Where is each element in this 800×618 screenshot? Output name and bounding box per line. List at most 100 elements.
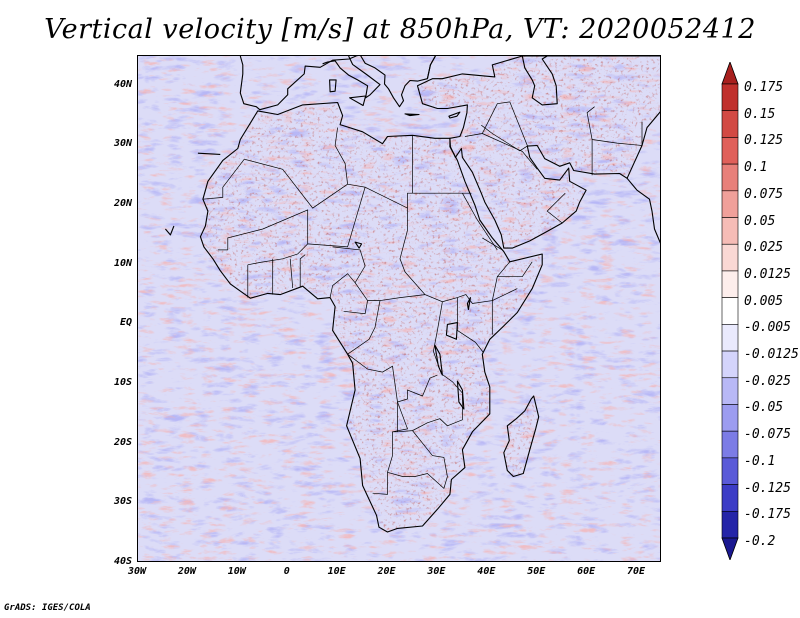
middle-east-coastline <box>416 56 660 249</box>
colorbar-tick-label: -0.0125 <box>744 347 799 363</box>
colorbar-tick-label: 0.05 <box>744 213 776 229</box>
colorbar-swatch <box>721 163 739 192</box>
colorbar-tick-label: 0.175 <box>744 80 784 95</box>
lon-tick-label: 50E <box>527 566 546 577</box>
border-line <box>392 374 438 433</box>
lon-tick-label: 60E <box>577 566 596 577</box>
border-line <box>299 254 306 287</box>
lon-tick-label: 20E <box>377 566 396 577</box>
lake-outline <box>445 322 458 340</box>
map-panel <box>137 55 661 562</box>
canary-islands <box>197 152 221 155</box>
caspian-coastline <box>521 56 558 106</box>
sicily-coastline <box>349 95 367 107</box>
border-line <box>329 273 356 298</box>
colorbar-tick-label: 0.125 <box>744 133 784 149</box>
colorbar-swatch <box>721 297 739 325</box>
southern-europe-coastline <box>239 56 357 111</box>
lat-tick-label: 10S <box>113 377 132 389</box>
africa-coastline <box>199 101 543 533</box>
lon-tick-label: 70E <box>627 566 646 577</box>
border-line <box>332 246 368 315</box>
border-line <box>481 124 528 152</box>
border-line <box>546 192 566 224</box>
colorbar-swatch <box>721 217 739 245</box>
border-line <box>289 258 294 289</box>
colorbar-tick-label: 0.0125 <box>744 266 791 282</box>
border-line <box>482 237 503 251</box>
lat-tick-label: 40N <box>113 78 132 90</box>
colorbar-swatch <box>721 510 739 539</box>
colorbar-tick-label: -0.2 <box>744 534 776 549</box>
border-line <box>464 101 510 137</box>
cyprus-coastline <box>448 111 461 119</box>
border-line <box>307 183 366 248</box>
colorbar-swatch <box>721 404 739 432</box>
border-line <box>457 297 484 353</box>
border-line <box>347 353 398 432</box>
lat-tick-label: 20N <box>113 198 132 210</box>
colorbar-tick-label: 0.075 <box>744 186 784 202</box>
colorbar-swatch <box>721 137 739 165</box>
lon-tick-label: 10W <box>227 566 246 577</box>
colorbar-tick-label: 0.005 <box>744 293 784 309</box>
lat-tick-label: 30N <box>113 138 132 150</box>
border-line <box>492 288 518 301</box>
lon-tick-label: 20W <box>177 566 196 577</box>
colorbar-min-arrow <box>721 537 739 560</box>
colorbar-tick-label: 0.15 <box>744 106 776 122</box>
colorbar-tick-label: -0.075 <box>744 427 791 443</box>
colorbar-tick-label: -0.1 <box>744 453 776 469</box>
india-coastline <box>626 177 660 244</box>
black-sea-coastline <box>426 56 436 79</box>
cape-verde-islands <box>164 225 175 236</box>
map-title: Vertical velocity [m/s] at 850hPa, VT: 2… <box>44 14 756 45</box>
colorbar-swatch <box>721 243 739 272</box>
madagascar-coastline <box>503 395 540 478</box>
lat-tick-label: 10N <box>113 257 132 269</box>
lon-tick-label: 10E <box>327 566 346 577</box>
crete-coastline <box>404 113 420 117</box>
border-line <box>462 193 498 251</box>
border-line <box>227 228 263 250</box>
velocity-field-map <box>138 56 660 561</box>
border-line <box>497 261 533 278</box>
border-line <box>367 294 426 301</box>
border-line <box>592 121 643 146</box>
border-line <box>372 373 463 495</box>
lon-tick-label: 0 <box>283 566 290 577</box>
border-line <box>347 300 381 355</box>
country-borders <box>202 101 643 495</box>
colorbar-tick-label: -0.125 <box>744 480 791 496</box>
colorbar-tick-label: 0.1 <box>744 160 768 176</box>
border-line <box>586 106 595 176</box>
coastlines <box>164 56 660 533</box>
border-line <box>387 430 448 490</box>
border-line <box>202 158 245 200</box>
border-line <box>247 209 309 266</box>
lake-outline <box>434 344 443 376</box>
colorbar-swatch <box>721 430 739 459</box>
grads-credit: GrADS: IGES/COLA <box>4 603 91 613</box>
colorbar-tick-label: 0.025 <box>744 240 784 256</box>
lat-tick-label: 20S <box>113 436 132 448</box>
lon-tick-label: 30W <box>127 566 147 577</box>
border-line <box>433 301 443 375</box>
italy-coastline <box>322 56 381 99</box>
lat-tick-label: 30S <box>113 496 132 508</box>
lon-tick-label: 40E <box>477 566 496 577</box>
colorbar-tick-label: -0.175 <box>744 507 791 523</box>
lake-outline <box>456 380 465 410</box>
colorbar-swatch <box>721 270 739 298</box>
lon-tick-label: 30E <box>427 566 446 577</box>
balkans-coastline <box>356 56 436 108</box>
border-line <box>407 192 413 209</box>
colorbar-tick-label: -0.025 <box>744 373 791 389</box>
colorbar <box>721 62 739 560</box>
lake-outline <box>354 241 363 249</box>
sardinia-coastline <box>329 79 337 93</box>
lat-tick-label: 40S <box>113 556 132 567</box>
colorbar-swatch <box>721 350 739 379</box>
border-line <box>509 101 528 146</box>
lake-outline <box>466 297 471 311</box>
